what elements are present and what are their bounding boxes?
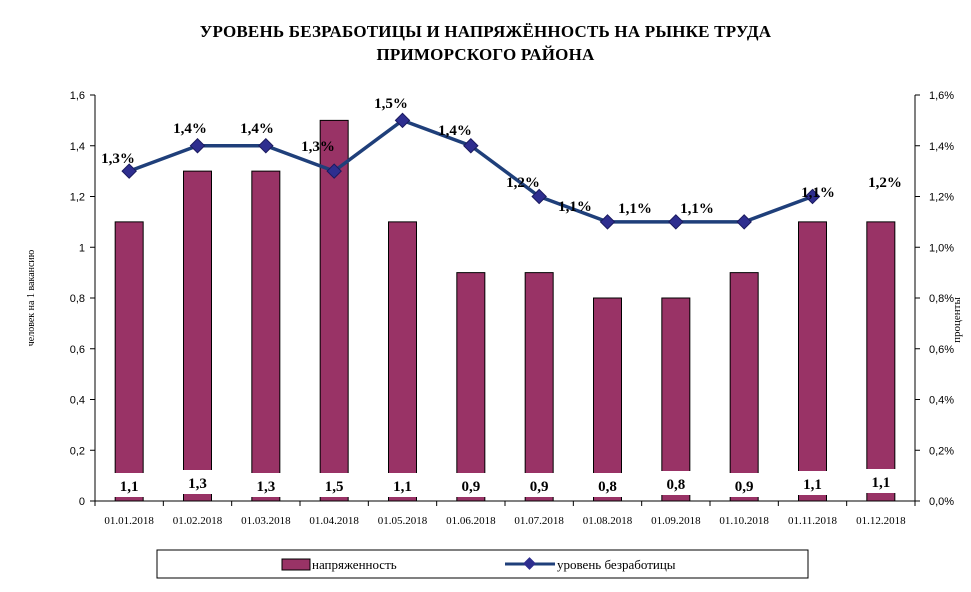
line-marker — [326, 163, 342, 179]
bar-label-box — [658, 471, 693, 495]
line-marker — [189, 137, 206, 154]
y-left-tick-label: 0 — [79, 496, 85, 508]
bar-napryazhennost — [251, 170, 281, 502]
line-marker — [394, 112, 411, 129]
y-right-tick-label: 1,6% — [929, 90, 954, 102]
x-tick-label: 01.04.2018 — [309, 515, 359, 527]
line-data-label: 1,1% — [680, 201, 714, 217]
bar-label: 1,1 — [120, 479, 139, 495]
y-axis-left-title: человек на 1 вакансию — [26, 249, 37, 346]
y-left-tick-label: 1,6 — [70, 90, 85, 102]
y-right-tick-label: 0,4% — [929, 395, 954, 407]
bar-label-box — [385, 473, 420, 497]
bar-label: 1,1 — [871, 475, 890, 491]
bar-napryazhennost — [388, 221, 417, 502]
line-data-label: 1,4% — [173, 121, 207, 137]
bar-label-box — [590, 473, 625, 497]
chart-title-line-2: ПРИМОРСКОГО РАЙОНА — [376, 45, 595, 64]
bar-label-box — [795, 471, 830, 495]
bar-napryazhennost — [798, 221, 827, 502]
x-tick-label: 01.01.2018 — [104, 515, 154, 527]
y-left-tick-label: 1,4 — [70, 141, 85, 153]
line-marker — [736, 214, 752, 230]
bar-label: 0,9 — [530, 479, 549, 495]
bar-label: 1,5 — [325, 479, 344, 495]
bar-label-box — [453, 473, 488, 497]
bar-label-box — [317, 473, 352, 497]
bar-napryazhennost — [114, 221, 144, 502]
x-tick-label: 01.10.2018 — [719, 515, 769, 527]
line-marker — [258, 137, 274, 154]
bar-label: 0,9 — [735, 479, 754, 495]
y-right-tick-label: 1,0% — [929, 242, 954, 254]
y-left-tick-label: 0,6 — [70, 344, 85, 356]
line-data-label: 1,4% — [438, 123, 472, 139]
y-left-tick-label: 1,2 — [70, 192, 85, 204]
line-data-label: 1,3% — [301, 139, 335, 155]
legend-label-unemployment: уровень безработицы — [557, 557, 676, 572]
bar-label: 0,9 — [461, 479, 480, 495]
bar-napryazhennost — [593, 297, 622, 502]
y-left-tick-label: 0,2 — [70, 445, 85, 457]
legend-box — [156, 549, 809, 579]
bar-label: 0,8 — [666, 477, 685, 493]
y-right-tick-label: 0,2% — [929, 445, 954, 457]
line-data-label: 1,2% — [868, 175, 902, 191]
y-left-tick-label: 0,4 — [70, 395, 85, 407]
bar-napryazhennost — [661, 297, 691, 502]
bar-napryazhennost — [729, 272, 759, 502]
line-marker — [121, 163, 137, 179]
line-marker — [531, 188, 547, 205]
x-tick-label: 01.06.2018 — [446, 515, 496, 527]
bar-napryazhennost — [456, 272, 486, 502]
line-data-label: 1,1% — [558, 199, 592, 215]
bar-label-box — [727, 473, 762, 497]
chart-title: УРОВЕНЬ БЕЗРАБОТИЦЫ И НАПРЯЖЁННОСТЬ НА Р… — [0, 20, 971, 66]
y-right-tick-label: 1,4% — [929, 141, 954, 153]
y-right-tick-label: 0,6% — [929, 344, 954, 356]
x-tick-label: 01.09.2018 — [651, 515, 701, 527]
legend-swatch-bar — [281, 558, 311, 571]
chart-title-line-1: УРОВЕНЬ БЕЗРАБОТИЦЫ И НАПРЯЖЁННОСТЬ НА Р… — [199, 22, 772, 41]
bar-label-box — [863, 469, 898, 493]
legend-label-napryazhennost: напряженность — [312, 557, 397, 572]
bar-napryazhennost — [319, 119, 349, 502]
line-marker — [668, 214, 684, 230]
y-right-tick-label: 0,8% — [929, 293, 954, 305]
line-data-label: 1,3% — [101, 151, 135, 167]
y-right-tick-label: 0,0% — [929, 496, 954, 508]
y-right-tick-label: 1,2% — [929, 192, 954, 204]
line-marker — [599, 214, 616, 230]
line-marker — [804, 188, 821, 205]
bar-label: 1,3 — [256, 479, 275, 495]
bar-label: 0,8 — [598, 479, 617, 495]
line-marker — [463, 137, 479, 154]
bar-napryazhennost — [866, 221, 896, 502]
line-data-label: 1,1% — [801, 185, 835, 201]
x-tick-label: 01.08.2018 — [583, 515, 633, 527]
bar-label: 1,3 — [188, 476, 207, 492]
y-left-tick-label: 1 — [79, 242, 85, 254]
line-data-label: 1,2% — [506, 175, 540, 191]
bar-label: 1,1 — [803, 477, 822, 493]
line-data-label: 1,5% — [374, 96, 408, 112]
bar-napryazhennost — [524, 272, 554, 502]
bar-label: 1,1 — [393, 479, 412, 495]
x-tick-label: 01.03.2018 — [241, 515, 291, 527]
line-data-label: 1,4% — [240, 121, 274, 137]
bar-label-box — [112, 473, 147, 497]
y-axis-right-title: проценты — [951, 297, 963, 343]
x-tick-label: 01.12.2018 — [856, 515, 906, 527]
bar-label-box — [180, 470, 215, 494]
x-tick-label: 01.02.2018 — [173, 515, 223, 527]
x-tick-label: 01.11.2018 — [788, 515, 838, 527]
bar-napryazhennost — [183, 170, 212, 502]
x-tick-label: 01.05.2018 — [378, 515, 428, 527]
line-data-label: 1,1% — [618, 201, 652, 217]
y-left-tick-label: 0,8 — [70, 293, 85, 305]
bar-label-box — [522, 473, 557, 497]
x-tick-label: 01.07.2018 — [514, 515, 564, 527]
bar-label-box — [248, 473, 283, 497]
